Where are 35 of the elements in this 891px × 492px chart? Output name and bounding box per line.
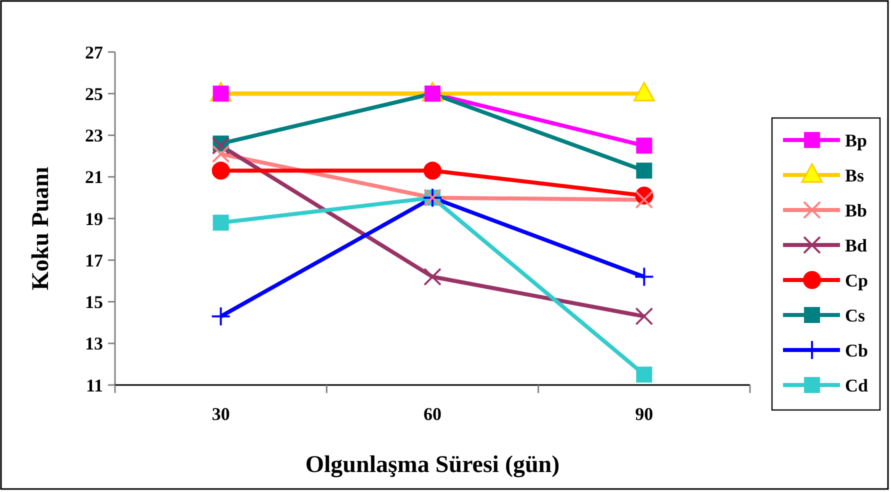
y-axis-title: Koku Puanı [28, 166, 54, 290]
point [634, 266, 654, 287]
x-axis-title: Olgunlaşma Süresi (gün) [305, 452, 560, 478]
point [212, 214, 229, 231]
point [636, 138, 652, 154]
legend-label: Bs [845, 165, 864, 186]
point [210, 306, 231, 326]
point [635, 307, 654, 326]
y-tick-label: 21 [85, 167, 103, 188]
y-tick-label: 15 [85, 292, 103, 312]
x-tick-label: 30 [212, 404, 230, 424]
x-tick-label: 60 [424, 404, 442, 424]
point [635, 190, 654, 209]
legend-label: Cp [845, 270, 868, 290]
point [424, 268, 442, 286]
legend-label: Bb [845, 200, 868, 220]
point [424, 162, 442, 180]
y-tick-label: 17 [85, 250, 103, 270]
y-tick-label: 19 [85, 208, 103, 229]
legend-label: Cd [845, 375, 868, 396]
point [636, 366, 652, 383]
legend-label: Cs [845, 305, 866, 326]
x-tick-label: 90 [635, 404, 654, 424]
point [212, 144, 230, 163]
legend-label: Bd [845, 235, 868, 256]
legend-label: Bp [845, 130, 868, 150]
y-tick-label: 23 [85, 126, 103, 146]
point [212, 136, 230, 155]
y-tick-label: 27 [85, 42, 103, 62]
y-tick-label: 13 [85, 334, 103, 354]
y-tick-label: 11 [86, 375, 103, 396]
y-tick-label: 25 [85, 84, 103, 104]
point [212, 162, 230, 180]
legend-label: Cb [845, 340, 868, 360]
point [636, 162, 652, 179]
